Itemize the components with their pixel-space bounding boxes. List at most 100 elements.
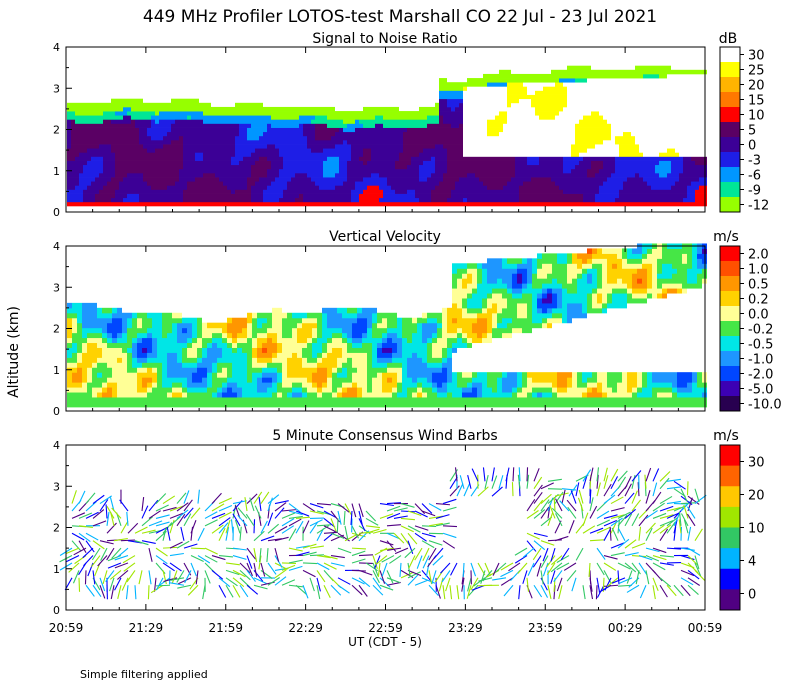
snr-cell xyxy=(279,148,283,153)
snr-cell xyxy=(139,189,143,194)
snr-cell xyxy=(495,168,499,174)
snr-cell xyxy=(199,106,203,112)
snr-cell xyxy=(671,139,675,145)
snr-cell xyxy=(275,193,279,199)
snr-cell xyxy=(451,139,455,145)
snr-cell xyxy=(319,193,323,199)
snr-cell xyxy=(191,135,195,141)
velocity-cell xyxy=(127,352,132,358)
snr-cell xyxy=(151,106,155,112)
snr-cell xyxy=(567,172,571,178)
velocity-cell xyxy=(72,387,77,393)
snr-cell xyxy=(431,156,435,161)
snr-cell xyxy=(67,131,71,137)
snr-cell xyxy=(227,193,231,199)
snr-cell xyxy=(135,168,139,174)
snr-cell xyxy=(215,131,219,137)
snr-cell xyxy=(499,189,503,194)
snr-cell xyxy=(627,98,631,104)
snr-cell xyxy=(163,139,167,145)
snr-cell xyxy=(471,185,475,190)
snr-cell xyxy=(471,82,475,87)
snr-cell xyxy=(391,201,395,207)
snr-cell xyxy=(283,193,287,199)
snr-cell xyxy=(383,139,387,145)
snr-cell xyxy=(551,98,555,104)
snr-cell xyxy=(495,111,499,116)
velocity-cell xyxy=(112,312,117,319)
snr-cell xyxy=(623,201,627,207)
snr-cell xyxy=(647,197,651,203)
snr-cell xyxy=(71,156,75,161)
snr-cell xyxy=(251,177,255,182)
snr-cell xyxy=(203,131,207,137)
snr-cell xyxy=(123,148,127,153)
snr-cell xyxy=(591,189,595,194)
snr-cell xyxy=(571,168,575,174)
snr-cell xyxy=(643,181,647,186)
snr-cell xyxy=(331,177,335,182)
snr-cell xyxy=(327,135,331,141)
snr-cell xyxy=(479,131,483,137)
colorbar-swatch xyxy=(720,137,740,153)
snr-cell xyxy=(699,119,703,124)
snr-cell xyxy=(451,189,455,194)
snr-cell xyxy=(507,119,511,124)
snr-cell xyxy=(591,94,595,100)
snr-cell xyxy=(227,164,231,170)
snr-cell xyxy=(627,197,631,203)
snr-cell xyxy=(623,156,627,161)
snr-cell xyxy=(655,168,659,174)
snr-cell xyxy=(475,144,479,149)
snr-cell xyxy=(223,144,227,149)
snr-cell xyxy=(331,193,335,199)
snr-cell xyxy=(155,185,159,190)
snr-cell xyxy=(695,201,699,207)
snr-cell xyxy=(335,115,339,120)
snr-cell xyxy=(471,160,475,166)
velocity-cell xyxy=(107,307,112,314)
snr-cell xyxy=(267,106,271,112)
snr-cell xyxy=(435,152,439,157)
snr-cell xyxy=(447,82,451,87)
snr-cell xyxy=(615,189,619,194)
snr-cell xyxy=(631,78,635,83)
velocity-cell xyxy=(137,337,142,344)
snr-cell xyxy=(515,185,519,190)
snr-cell xyxy=(111,185,115,190)
snr-cell xyxy=(147,160,151,166)
snr-cell xyxy=(699,86,703,91)
snr-cell xyxy=(683,144,687,149)
snr-cell xyxy=(147,144,151,149)
snr-cell xyxy=(203,160,207,166)
snr-cell xyxy=(463,177,467,182)
snr-cell xyxy=(299,181,303,186)
snr-cell xyxy=(659,82,663,87)
snr-cell xyxy=(431,189,435,194)
snr-cell xyxy=(535,131,539,137)
snr-cell xyxy=(119,102,123,108)
velocity-cell xyxy=(87,322,92,329)
snr-cell xyxy=(691,172,695,178)
snr-cell xyxy=(463,86,467,91)
snr-cell xyxy=(355,119,359,124)
snr-cell xyxy=(87,152,91,157)
snr-cell xyxy=(479,98,483,104)
snr-cell xyxy=(639,106,643,112)
snr-cell xyxy=(303,181,307,186)
snr-cell xyxy=(527,73,531,79)
velocity-cell xyxy=(132,327,137,334)
snr-cell xyxy=(595,131,599,137)
snr-cell xyxy=(503,177,507,182)
snr-cell xyxy=(455,111,459,116)
velocity-cell xyxy=(127,387,132,393)
snr-cell xyxy=(503,69,507,75)
velocity-cell xyxy=(127,396,132,403)
snr-cell xyxy=(679,152,683,157)
snr-cell xyxy=(375,193,379,199)
snr-cell xyxy=(671,69,675,75)
snr-cell xyxy=(595,98,599,104)
snr-cell xyxy=(615,102,619,108)
snr-cell xyxy=(427,148,431,153)
snr-cell xyxy=(535,144,539,149)
